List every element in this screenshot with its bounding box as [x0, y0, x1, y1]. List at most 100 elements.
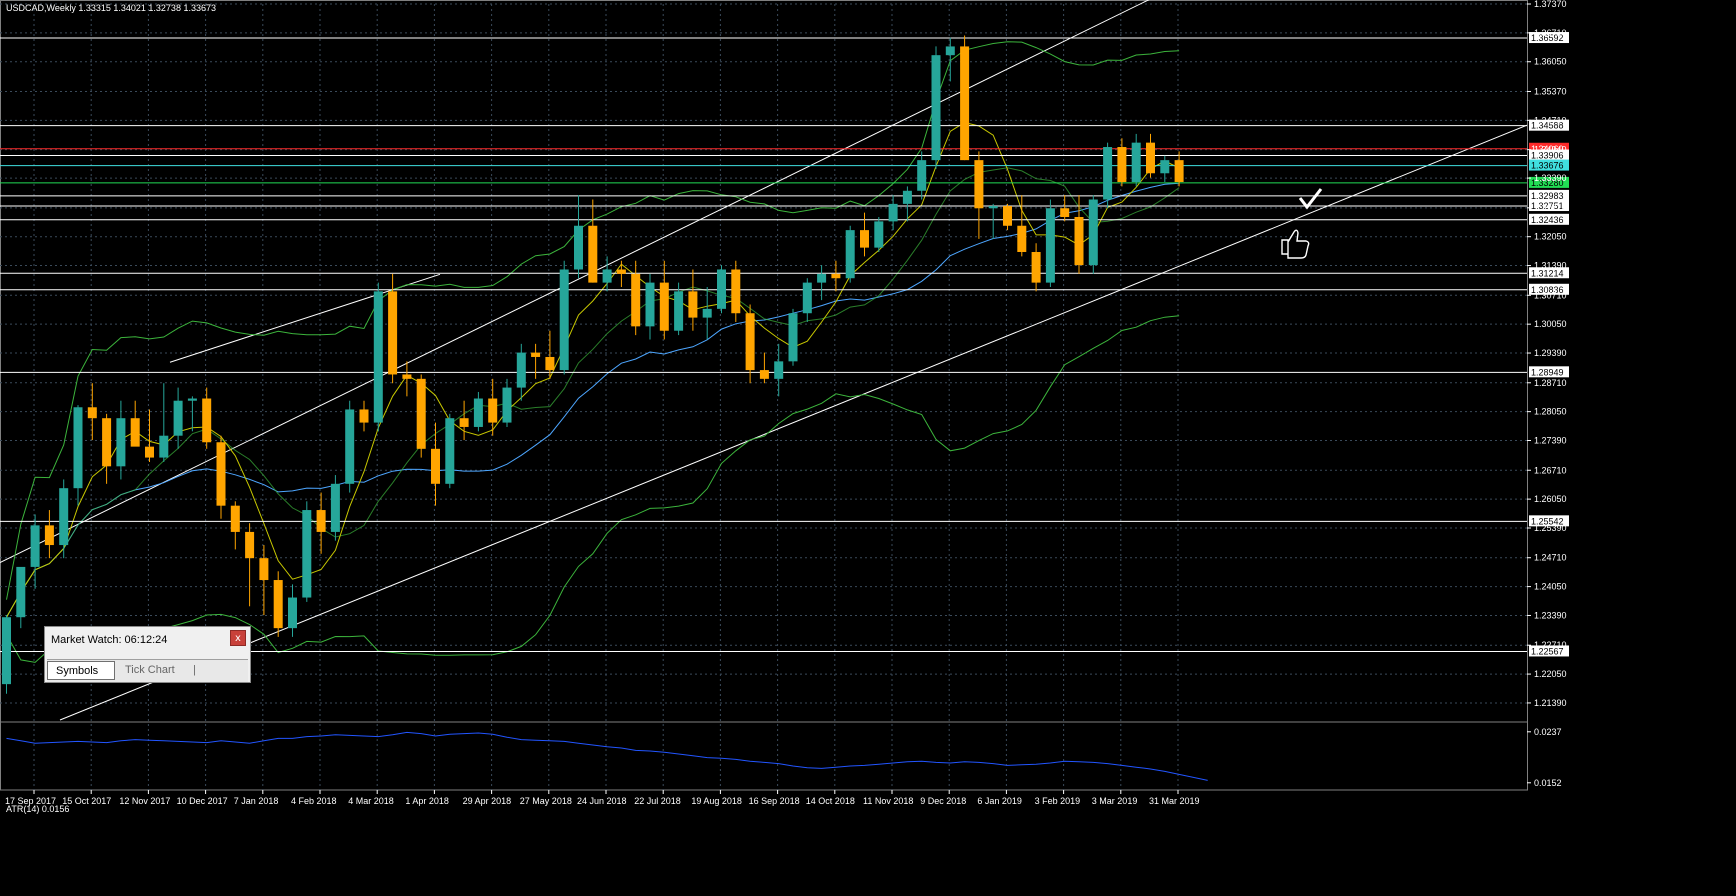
candle-body: [216, 442, 226, 506]
tab-tick-chart[interactable]: Tick Chart: [125, 664, 175, 676]
price-level-tag: [1529, 213, 1569, 225]
y-tick-label: 1.21390: [1534, 698, 1567, 708]
price-level-label: 1.32983: [1531, 191, 1564, 201]
candle-body: [545, 356, 555, 371]
candle-body: [645, 282, 655, 327]
candle-body: [1045, 208, 1055, 283]
y-tick-label: 1.32710: [1534, 203, 1567, 213]
candle-body: [87, 407, 97, 419]
tab-separator: |: [193, 664, 196, 676]
y-tick-label: 1.34710: [1534, 115, 1567, 125]
candle-body: [688, 291, 698, 318]
candle-body: [616, 269, 626, 274]
checkmark-icon: [1298, 188, 1323, 210]
grid: [0, 0, 1528, 791]
candle-body: [288, 597, 297, 629]
price-level-tag: [1529, 189, 1569, 201]
atr-tick-label: 0.0237: [1534, 727, 1562, 737]
candle-body: [373, 291, 383, 423]
candle-body: [1088, 199, 1098, 266]
x-tick-label: 11 Nov 2018: [863, 796, 913, 806]
price-level-tag: [1529, 200, 1569, 212]
candle-body: [488, 398, 498, 423]
price-level-label: 1.33676: [1531, 161, 1564, 171]
tab-symbols[interactable]: Symbols: [47, 661, 115, 680]
y-tick-label: 1.28710: [1534, 378, 1567, 388]
candle-body: [902, 190, 912, 204]
price-level-tag: [1529, 267, 1569, 279]
candles: [2, 35, 1184, 694]
candle-body: [874, 221, 884, 248]
chart-frame: [0, 0, 1528, 791]
x-tick-label: 15 Oct 2017: [62, 796, 111, 806]
candle-body: [388, 291, 398, 375]
ma-fast: [6, 121, 1180, 618]
price-level-tag: [1529, 366, 1569, 378]
price-level-label: 1.30836: [1531, 285, 1564, 295]
y-tick-label: 1.36710: [1534, 28, 1567, 38]
candle-body: [774, 361, 784, 379]
x-tick-label: 3 Feb 2019: [1035, 796, 1081, 806]
x-tick-label: 7 Jan 2018: [234, 796, 279, 806]
x-tick-label: 14 Oct 2018: [806, 796, 855, 806]
candle-body: [159, 435, 169, 458]
candle-body: [745, 313, 755, 371]
candle-body: [102, 418, 112, 467]
price-level-label: 1.28949: [1531, 367, 1564, 377]
candle-body: [917, 160, 927, 191]
candle-body: [1103, 147, 1113, 200]
candle-body: [44, 525, 54, 546]
price-level-label: 1.36592: [1531, 33, 1564, 43]
market-watch-title: Market Watch: 06:12:24: [51, 634, 168, 646]
atr-line: [6, 731, 1208, 781]
atr-info: ATR(14) 0.0156: [6, 804, 69, 814]
candle-body: [788, 313, 798, 362]
price-level-tag: [1529, 515, 1569, 527]
candle-body: [30, 525, 40, 567]
candle-body: [145, 446, 154, 458]
candle-body: [960, 46, 970, 161]
x-tick-label: 16 Sep 2018: [749, 796, 800, 806]
y-tick-label: 1.22710: [1534, 640, 1567, 650]
y-tick-label: 1.34040: [1534, 145, 1567, 155]
candle-body: [59, 488, 69, 546]
candle-body: [445, 418, 455, 484]
candle-body: [1003, 206, 1012, 226]
candle-body: [674, 291, 684, 331]
y-tick-label: 1.26710: [1534, 465, 1567, 475]
candle-body: [402, 374, 412, 379]
candle-body: [73, 407, 83, 489]
price-level-label: 1.34588: [1531, 121, 1564, 131]
channel-lower: [59, 124, 1528, 721]
candle-body: [431, 448, 440, 484]
price-level-label: 1.34060: [1531, 144, 1564, 154]
market-watch-window[interactable]: Market Watch: 06:12:24 x Symbols Tick Ch…: [44, 626, 251, 683]
y-tick-label: 1.24710: [1534, 553, 1567, 563]
y-tick-label: 1.37370: [1534, 0, 1567, 9]
candle-body: [516, 352, 526, 388]
candle-body: [759, 370, 769, 379]
price-axis: 1.37370 1.36710 1.36050 1.35370 1.34710 1.340…: [1527, 0, 1567, 708]
candle-body: [202, 398, 212, 443]
x-tick-label: 10 Dec 2017: [177, 796, 228, 806]
candle-body: [259, 558, 269, 581]
x-tick-label: 4 Feb 2018: [291, 796, 337, 806]
price-level-label: 1.25542: [1531, 516, 1564, 526]
y-tick-label: 1.29390: [1534, 348, 1567, 358]
candle-body: [116, 418, 126, 467]
x-tick-label: 1 Apr 2018: [405, 796, 449, 806]
candle-body: [888, 203, 898, 222]
candle-body: [702, 308, 712, 318]
close-button[interactable]: x: [230, 630, 246, 646]
candle-body: [845, 230, 855, 279]
candle-body: [559, 269, 569, 371]
y-tick-label: 1.22050: [1534, 669, 1567, 679]
candle-body: [860, 230, 869, 248]
candle-body: [473, 398, 483, 427]
y-tick-label: 1.33390: [1534, 173, 1567, 183]
candle-body: [945, 46, 955, 56]
candle-body: [459, 418, 469, 427]
